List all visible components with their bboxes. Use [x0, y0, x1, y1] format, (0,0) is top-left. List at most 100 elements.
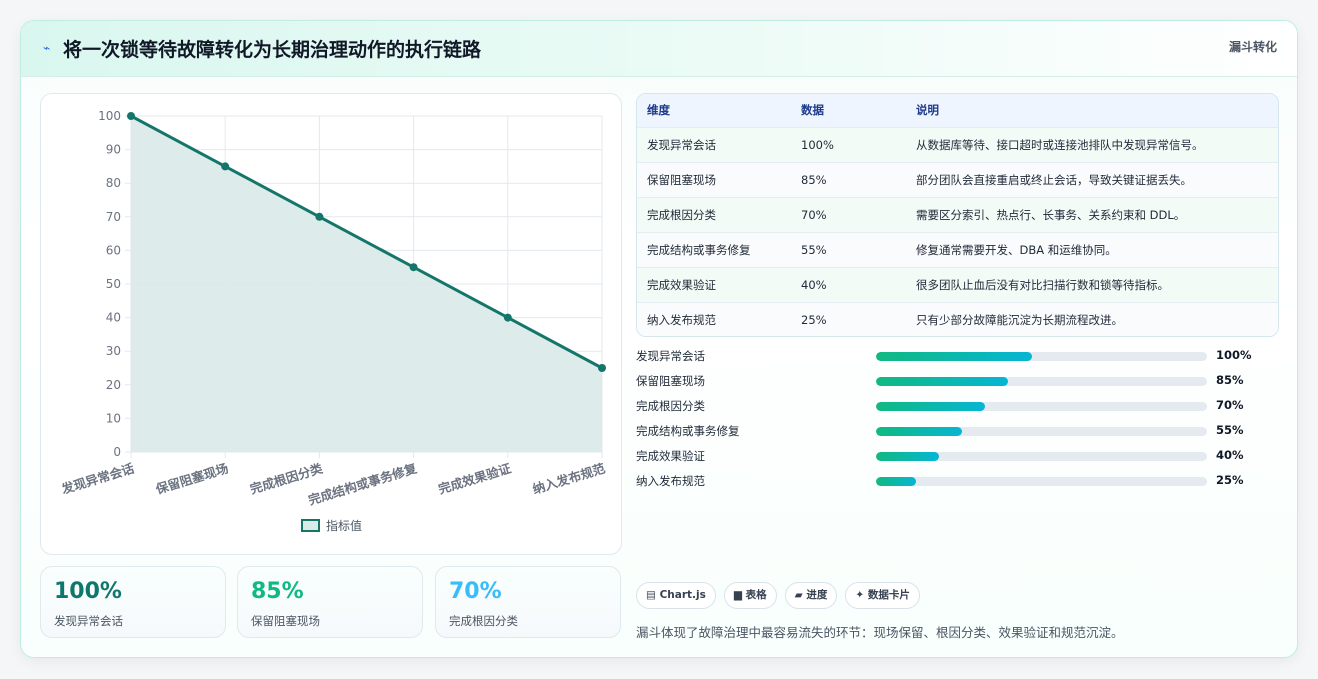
table-row: 完成效果验证 40% 很多团队止血后没有对比扫描行数和锁等待指标。: [637, 267, 1278, 302]
progress-fill: [876, 402, 986, 411]
table-cell: 完成根因分类: [647, 207, 716, 222]
y-tick-label: 50: [106, 277, 121, 291]
area-fill: [131, 116, 602, 452]
progress-row: 完成效果验证 40%: [636, 446, 1276, 466]
chip-label: 数据卡片: [867, 589, 910, 601]
chip-label: 进度: [806, 589, 828, 601]
table-icon: ▆: [733, 589, 742, 601]
progress-fill: [876, 427, 963, 436]
progress-fill: [876, 352, 1032, 361]
table-cell: 100%: [801, 137, 834, 152]
table-row: 完成结构或事务修复 55% 修复通常需要开发、DBA 和运维协同。: [637, 232, 1278, 267]
progress-track: [876, 477, 1207, 486]
main-card: ⌁ 将一次锁等待故障转化为长期治理动作的执行链路 漏斗转化 0 10 20 30 40 5…: [20, 20, 1298, 658]
table-cell: 完成效果验证: [647, 277, 716, 292]
chip-chartjs[interactable]: ▤ Chart.js: [636, 582, 716, 609]
stat-card: 100% 发现异常会话: [40, 566, 226, 638]
progress-track: [876, 352, 1207, 361]
y-tick-label: 20: [106, 378, 121, 392]
y-tick-label: 60: [106, 243, 121, 257]
stat-card: 85% 保留阻塞现场: [237, 566, 423, 638]
y-tick-label: 30: [106, 344, 121, 358]
progress-value: 70%: [1216, 398, 1244, 412]
table-cell: 发现异常会话: [647, 137, 716, 152]
chip-table[interactable]: ▆ 表格: [723, 582, 777, 609]
chip-label: 表格: [745, 589, 767, 601]
line-chart-panel: 0 10 20 30 40 50 60 70 80 90 100 发现异常会话 保留阻塞现场 完成根因分类…: [40, 93, 622, 555]
chart-icon: ▤: [646, 589, 656, 601]
data-point: [598, 364, 606, 372]
x-tick-label: 保留阻塞现场: [153, 461, 230, 498]
progress-fill: [876, 477, 916, 486]
sparkle-icon: ✦: [855, 589, 865, 601]
table-header: 数据: [801, 103, 824, 118]
progress-fill: [876, 377, 1009, 386]
y-tick-label: 80: [106, 176, 121, 190]
stat-label: 保留阻塞现场: [251, 614, 320, 628]
progress-value: 85%: [1216, 373, 1244, 387]
progress-value: 40%: [1216, 448, 1244, 462]
x-tick-label: 纳入发布规范: [531, 460, 608, 496]
progress-row: 完成结构或事务修复 55%: [636, 421, 1276, 441]
progress-track: [876, 377, 1207, 386]
data-table: 维度 数据 说明 发现异常会话 100% 从数据库等待、接口超时或连接池排队中发…: [636, 93, 1279, 337]
chip-label: Chart.js: [659, 589, 706, 601]
stat-label: 发现异常会话: [54, 614, 123, 628]
legend-label: 指标值: [326, 518, 362, 533]
header: ⌁ 将一次锁等待故障转化为长期治理动作的执行链路 漏斗转化: [21, 21, 1297, 77]
table-cell: 保留阻塞现场: [647, 172, 716, 187]
data-point: [315, 212, 324, 221]
chip-data-card[interactable]: ✦ 数据卡片: [845, 582, 920, 609]
table-header: 维度: [647, 103, 670, 118]
x-tick-label: 发现异常会话: [59, 460, 137, 497]
table-cell: 需要区分索引、热点行、长事务、关系约束和 DDL。: [916, 207, 1186, 222]
data-point: [127, 112, 135, 120]
data-point: [409, 263, 418, 272]
table-cell: 70%: [801, 207, 827, 222]
series-line: [130, 114, 603, 370]
progress-value: 55%: [1216, 423, 1244, 437]
legend-swatch: [301, 519, 320, 532]
progress-row: 发现异常会话 100%: [636, 346, 1276, 366]
stat-value: 85%: [251, 579, 304, 604]
table-cell: 很多团队止血后没有对比扫描行数和锁等待指标。: [916, 277, 1169, 292]
y-tick-label: 100: [98, 109, 121, 123]
x-tick-label: 完成结构或事务修复: [306, 460, 418, 507]
stat-value: 100%: [54, 579, 122, 604]
table-cell: 25%: [801, 312, 827, 327]
table-cell: 85%: [801, 172, 827, 187]
table-cell: 部分团队会直接重启或终止会话，导致关键证据丢失。: [916, 172, 1192, 187]
table-cell: 40%: [801, 277, 827, 292]
y-tick-label: 0: [113, 445, 121, 459]
table-cell: 55%: [801, 242, 827, 257]
progress-label: 纳入发布规范: [636, 474, 705, 488]
header-tag: 漏斗转化: [1228, 40, 1277, 54]
table-cell: 纳入发布规范: [647, 312, 716, 327]
table-cell: 修复通常需要开发、DBA 和运维协同。: [916, 242, 1117, 257]
progress-value: 100%: [1216, 348, 1252, 362]
data-point: [221, 162, 230, 171]
progress-icon: ▰: [794, 589, 803, 601]
chip-progress[interactable]: ▰ 进度: [784, 582, 838, 609]
y-tick-label: 90: [106, 143, 121, 157]
progress-label: 完成结构或事务修复: [636, 424, 740, 438]
footer-note: 漏斗体现了故障治理中最容易流失的环节：现场保留、根因分类、效果验证和规范沉淀。: [636, 625, 1124, 640]
table-cell: 从数据库等待、接口超时或连接池排队中发现异常信号。: [916, 137, 1204, 152]
progress-label: 完成根因分类: [636, 399, 705, 413]
page-title: 将一次锁等待故障转化为长期治理动作的执行链路: [63, 39, 482, 61]
progress-fill: [876, 452, 939, 461]
progress-track: [876, 402, 1207, 411]
table-row: 发现异常会话 100% 从数据库等待、接口超时或连接池排队中发现异常信号。: [637, 127, 1278, 162]
table-header: 说明: [916, 103, 939, 118]
x-tick-label: 完成效果验证: [437, 460, 514, 496]
table-cell: 完成结构或事务修复: [647, 242, 751, 257]
y-tick-label: 10: [106, 411, 121, 425]
table-row: 保留阻塞现场 85% 部分团队会直接重启或终止会话，导致关键证据丢失。: [637, 162, 1278, 197]
stat-card: 70% 完成根因分类: [435, 566, 621, 638]
table-header-row: 维度 数据 说明: [637, 94, 1278, 127]
y-tick-label: 40: [106, 311, 121, 325]
data-point: [503, 313, 512, 322]
stat-label: 完成根因分类: [449, 614, 518, 628]
progress-track: [876, 427, 1207, 436]
